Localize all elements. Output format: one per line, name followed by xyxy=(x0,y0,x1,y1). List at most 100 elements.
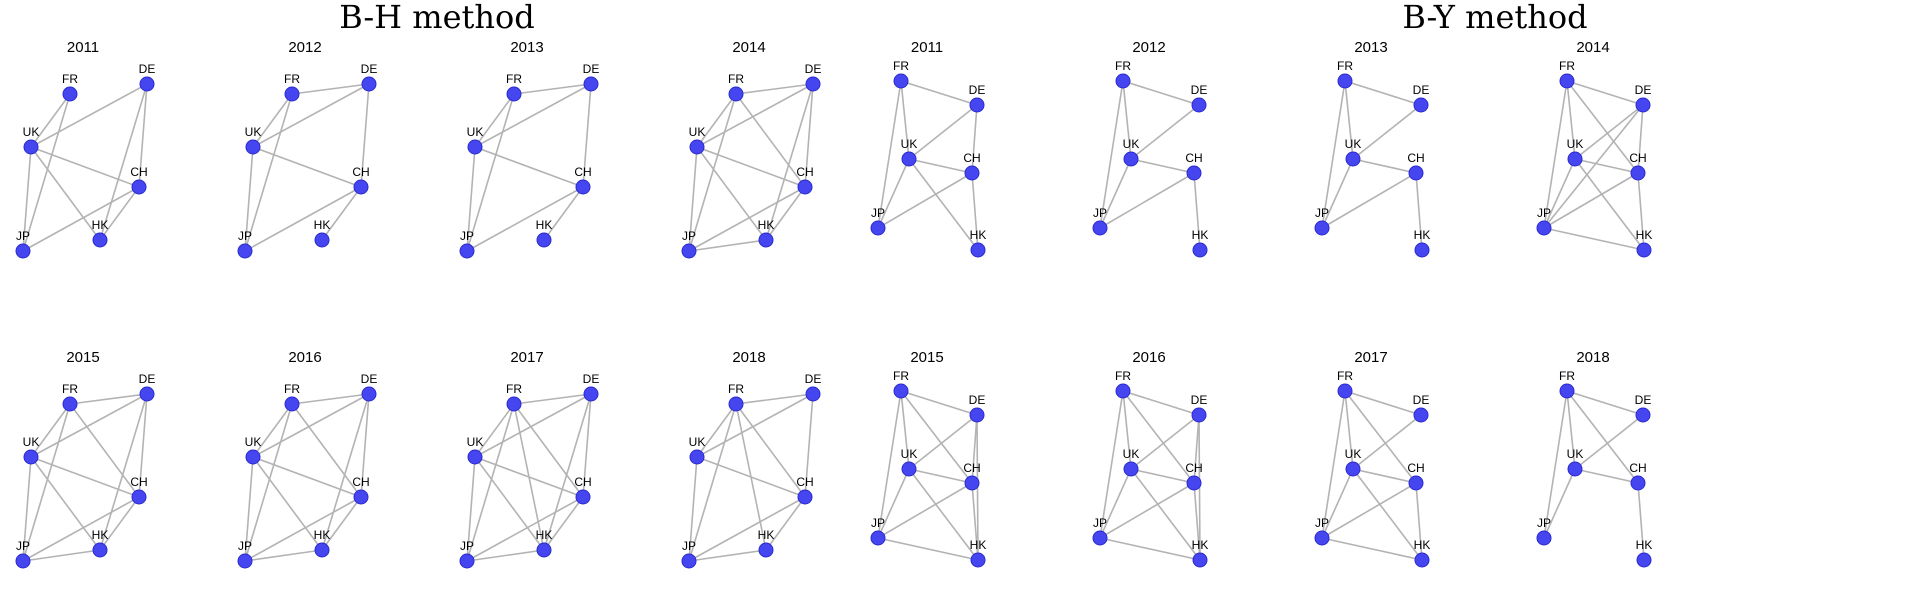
node-fr xyxy=(1559,383,1575,399)
node-jp xyxy=(1536,220,1552,236)
edge-de-uk xyxy=(474,393,592,458)
edge-fr-uk xyxy=(474,403,515,458)
node-jp xyxy=(1092,220,1108,236)
edge-ch-hk xyxy=(971,482,979,561)
node-jp xyxy=(1092,530,1108,546)
edge-jp-hk xyxy=(22,549,101,562)
node-uk xyxy=(1123,461,1139,477)
node-label-fr: FR xyxy=(62,72,78,86)
node-label-jp: JP xyxy=(460,229,474,243)
node-label-hk: HK xyxy=(1192,538,1209,552)
panel-year-label: 2015 xyxy=(66,349,99,366)
edge-de-ch xyxy=(582,393,592,498)
node-uk xyxy=(1345,461,1361,477)
edge-fr-de xyxy=(69,393,148,405)
edge-ch-jp xyxy=(1543,172,1639,229)
node-label-de: DE xyxy=(139,62,156,76)
edge-fr-uk xyxy=(30,93,71,148)
node-fr xyxy=(728,396,744,412)
edge-fr-ch xyxy=(291,403,362,498)
node-ch xyxy=(797,179,813,195)
node-hk xyxy=(536,542,552,558)
edge-fr-de xyxy=(291,393,370,405)
node-label-hk: HK xyxy=(970,228,987,242)
edge-fr-de xyxy=(735,393,814,405)
node-label-de: DE xyxy=(1191,393,1208,407)
edge-fr-uk xyxy=(696,403,737,458)
edge-ch-jp xyxy=(877,172,973,229)
edge-de-uk xyxy=(696,83,814,148)
node-label-ch: CH xyxy=(1629,461,1646,475)
node-label-uk: UK xyxy=(1123,447,1140,461)
edge-fr-de xyxy=(900,390,978,416)
node-label-uk: UK xyxy=(1345,137,1362,151)
edge-uk-jp xyxy=(688,146,698,252)
node-de xyxy=(583,76,599,92)
node-fr xyxy=(284,396,300,412)
node-label-de: DE xyxy=(1635,83,1652,97)
node-label-de: DE xyxy=(1191,83,1208,97)
node-label-jp: JP xyxy=(1537,516,1551,530)
edge-de-uk xyxy=(1130,104,1200,160)
edge-fr-ch xyxy=(1344,390,1417,484)
panel-year-label: 2018 xyxy=(1576,349,1609,366)
edge-fr-jp xyxy=(1543,390,1568,539)
node-de xyxy=(969,97,985,113)
node-uk xyxy=(245,139,261,155)
node-label-de: DE xyxy=(969,83,986,97)
node-hk xyxy=(758,542,774,558)
edge-de-ch xyxy=(971,104,978,174)
edge-fr-uk xyxy=(1122,80,1132,160)
node-label-uk: UK xyxy=(689,125,706,139)
edge-fr-uk xyxy=(474,93,515,148)
edge-de-ch xyxy=(582,83,592,188)
edge-uk-ch xyxy=(30,456,140,498)
edge-fr-jp xyxy=(877,390,902,539)
edge-de-uk xyxy=(908,104,978,160)
node-hk xyxy=(1636,242,1652,258)
edge-de-uk xyxy=(252,393,370,458)
node-jp xyxy=(237,553,253,569)
node-jp xyxy=(1536,530,1552,546)
node-ch xyxy=(353,489,369,505)
edge-uk-jp xyxy=(466,146,476,252)
node-label-fr: FR xyxy=(728,72,744,86)
edge-fr-jp xyxy=(22,93,71,252)
edge-fr-ch xyxy=(735,403,806,498)
node-fr xyxy=(1337,383,1353,399)
panel-year-label: 2016 xyxy=(288,349,321,366)
node-hk xyxy=(1414,242,1430,258)
edge-uk-ch xyxy=(252,456,362,498)
edge-de-hk xyxy=(99,83,148,241)
edge-de-uk xyxy=(252,83,370,148)
edge-ch-jp xyxy=(1321,482,1417,539)
edge-fr-ch xyxy=(900,390,973,484)
node-ch xyxy=(964,165,980,181)
edge-uk-ch xyxy=(1574,158,1639,174)
node-uk xyxy=(467,449,483,465)
edge-uk-hk xyxy=(474,456,545,551)
node-label-hk: HK xyxy=(536,528,553,542)
node-hk xyxy=(92,542,108,558)
edge-uk-ch xyxy=(1574,468,1639,484)
edge-fr-de xyxy=(513,393,592,405)
node-de xyxy=(1191,97,1207,113)
panel-year-label: 2016 xyxy=(1132,349,1165,366)
node-label-fr: FR xyxy=(1115,59,1131,73)
node-jp xyxy=(1314,220,1330,236)
edge-ch-hk xyxy=(1193,482,1201,561)
edge-fr-uk xyxy=(1566,80,1576,160)
node-hk xyxy=(536,232,552,248)
edge-uk-hk xyxy=(908,468,979,561)
node-jp xyxy=(1314,530,1330,546)
node-ch xyxy=(797,489,813,505)
edge-fr-jp xyxy=(466,93,515,252)
edge-ch-jp xyxy=(466,186,584,252)
node-label-ch: CH xyxy=(130,475,147,489)
node-label-jp: JP xyxy=(16,539,30,553)
node-jp xyxy=(459,243,475,259)
edge-uk-hk xyxy=(30,456,101,551)
edge-fr-uk xyxy=(1122,390,1132,470)
